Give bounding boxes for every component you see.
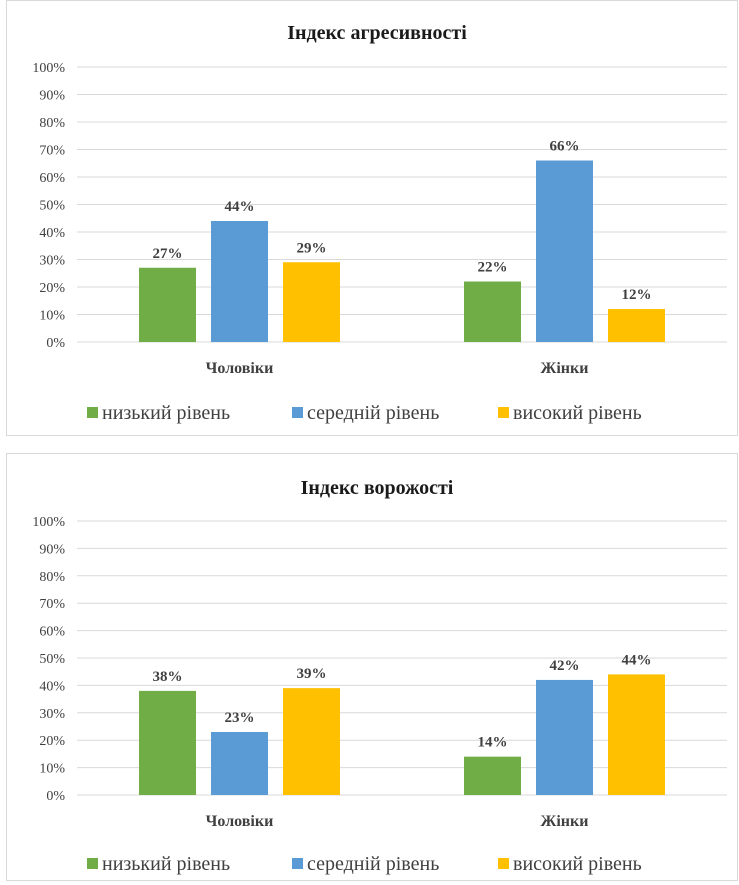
chart-title: Індекс агресивності — [287, 22, 467, 44]
y-tick-label: 100% — [32, 515, 65, 530]
y-tick-label: 80% — [39, 116, 65, 131]
chart-hostility-index: Індекс ворожості 0% 10% 20% 30% 40% 50% 60% 70% 8… — [6, 453, 738, 881]
chart-title: Індекс ворожості — [301, 477, 454, 499]
data-label: 42% — [550, 658, 580, 674]
bar — [536, 679, 593, 795]
y-tick-label: 40% — [39, 226, 65, 241]
category-label: Жінки — [541, 813, 589, 830]
bar — [464, 281, 521, 342]
bar — [139, 690, 196, 795]
bar — [608, 674, 665, 795]
y-tick-label: 60% — [39, 625, 65, 640]
y-tick-label: 50% — [39, 199, 65, 214]
chart-aggression-svg: Індекс агресивності 0% 10% 20% 30% 40% 50% 60% 7… — [32, 22, 727, 424]
y-tick-label: 30% — [39, 254, 65, 269]
y-tick-label: 90% — [39, 542, 65, 557]
y-tick-label: 100% — [32, 61, 65, 76]
category-label: Чоловіки — [206, 813, 274, 830]
data-label: 44% — [622, 652, 652, 668]
legend-swatch — [87, 858, 98, 869]
legend-swatch — [498, 407, 509, 418]
y-tick-label: 30% — [39, 707, 65, 722]
y-tick-label: 80% — [39, 570, 65, 585]
y-tick-label: 0% — [46, 789, 65, 804]
data-label: 66% — [550, 139, 580, 155]
legend-label: низький рівень — [102, 402, 230, 424]
chart-hostility-svg: Індекс ворожості 0% 10% 20% 30% 40% 50% 60% 70% 8… — [32, 477, 727, 875]
y-tick-label: 10% — [39, 309, 65, 324]
y-tick-label: 10% — [39, 762, 65, 777]
bar — [283, 688, 340, 795]
y-tick-label: 40% — [39, 679, 65, 694]
chart-aggression-index: Індекс агресивності 0% 10% 20% 30% 40% 50% 60% 7… — [6, 0, 738, 436]
bar — [536, 160, 593, 342]
y-tick-label: 60% — [39, 171, 65, 186]
data-label: 14% — [478, 735, 508, 751]
bar — [464, 756, 521, 795]
legend-swatch — [292, 858, 303, 869]
data-label: 38% — [153, 669, 183, 685]
legend-label: високий рівень — [513, 853, 642, 875]
legend-label: низький рівень — [102, 853, 230, 875]
bar — [283, 262, 340, 342]
bar — [608, 309, 665, 342]
y-tick-label: 20% — [39, 281, 65, 296]
legend-swatch — [87, 407, 98, 418]
data-label: 12% — [622, 287, 652, 303]
y-tick-label: 90% — [39, 89, 65, 104]
y-tick-label: 70% — [39, 597, 65, 612]
y-tick-label: 20% — [39, 734, 65, 749]
bar — [211, 221, 268, 342]
legend-swatch — [292, 407, 303, 418]
data-label: 23% — [225, 710, 255, 726]
bar — [139, 267, 196, 342]
category-label: Жінки — [541, 360, 589, 377]
data-label: 29% — [297, 240, 327, 256]
bar — [211, 731, 268, 795]
legend-label: високий рівень — [513, 402, 642, 424]
legend-swatch — [498, 858, 509, 869]
y-tick-label: 0% — [46, 336, 65, 351]
legend-label: середній рівень — [307, 402, 439, 424]
data-label: 44% — [225, 199, 255, 215]
y-tick-label: 70% — [39, 144, 65, 159]
data-label: 22% — [478, 260, 508, 276]
data-label: 39% — [297, 666, 327, 682]
data-label: 27% — [153, 246, 183, 262]
legend-label: середній рівень — [307, 853, 439, 875]
category-label: Чоловіки — [206, 360, 274, 377]
y-tick-label: 50% — [39, 652, 65, 667]
